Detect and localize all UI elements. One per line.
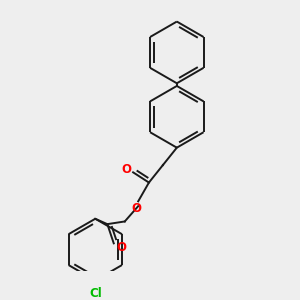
Text: O: O	[117, 241, 127, 254]
Text: O: O	[122, 163, 131, 176]
Text: O: O	[132, 202, 142, 215]
Text: Cl: Cl	[89, 287, 102, 300]
